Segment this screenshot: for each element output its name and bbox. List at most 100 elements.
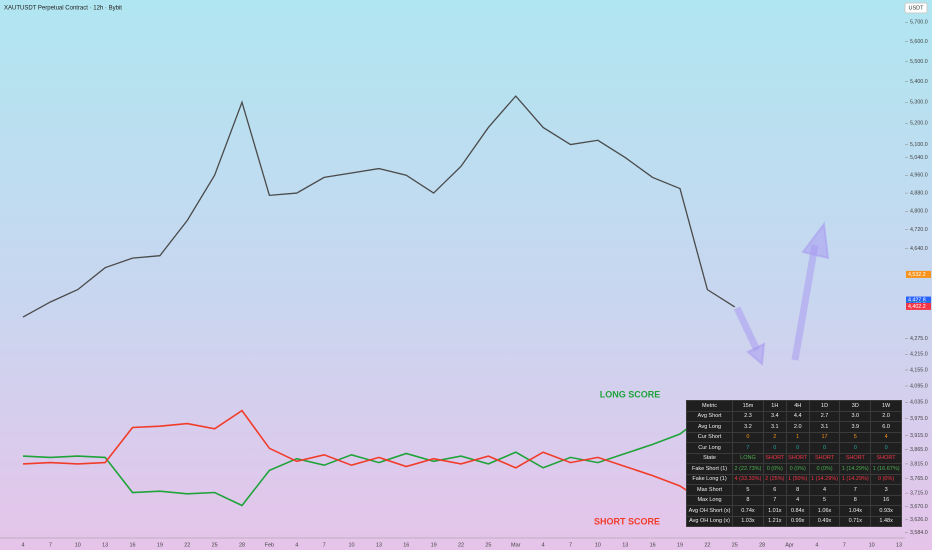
table-cell: Fake Long (1) <box>685 473 734 485</box>
table-cell: 7 <box>762 494 787 506</box>
table-cell: 3.1 <box>808 421 841 433</box>
table-cell: SHORT <box>839 452 872 464</box>
table-cell: Avg Short <box>685 410 734 422</box>
y-tick-label: 4,960.0 <box>910 173 928 179</box>
y-tick-label: 5,500.0 <box>910 59 928 65</box>
table-cell: 0.99x <box>785 515 810 527</box>
table-cell: 5 <box>732 484 764 496</box>
table-row: Avg Long 3.2 3.1 2.0 3.1 3.9 6.0 <box>685 421 902 433</box>
table-row: Cur Long 7 0 0 0 0 0 <box>685 442 902 454</box>
table-cell: 0.71x <box>839 515 872 527</box>
table-cell: 1W <box>870 400 902 412</box>
price-marker-label: 4,402.2 <box>908 304 926 310</box>
y-tick-label: 4,720.0 <box>910 227 928 233</box>
x-tick-label: 22 <box>184 542 190 548</box>
table-cell: 1 (14.29%) <box>839 463 872 475</box>
table-cell: 15m <box>732 400 764 412</box>
y-tick-label: 3,715.0 <box>910 491 928 497</box>
table-cell: 1 (14.29%) <box>839 473 872 485</box>
x-tick-label: 13 <box>896 542 902 548</box>
table-cell: 2 (22.73%) <box>732 463 764 475</box>
x-tick-label: 10 <box>348 542 354 548</box>
x-tick-label: 4 <box>542 542 545 548</box>
table-cell: 0.74x <box>732 505 764 517</box>
y-tick-label: 4,095.0 <box>910 383 928 389</box>
x-tick-label: 7 <box>49 542 52 548</box>
x-tick-label: 25 <box>732 542 738 548</box>
x-tick-label: 25 <box>212 542 218 548</box>
table-cell: Metric <box>685 400 734 412</box>
table-cell: 1 (50%) <box>785 473 810 485</box>
table-row: Max Long 8 7 4 5 8 16 <box>685 494 902 506</box>
table-cell: 0.84x <box>785 505 810 517</box>
table-row: Max Short 5 6 8 4 7 3 <box>685 484 902 496</box>
y-tick-label: 3,815.0 <box>910 461 928 467</box>
x-tick-label: 19 <box>157 542 163 548</box>
table-cell: SHORT <box>870 452 902 464</box>
table-cell: 8 <box>839 494 872 506</box>
x-tick-label: Apr <box>785 542 794 548</box>
series-line <box>22 409 735 506</box>
price-marker <box>906 296 931 304</box>
score-label: LONG SCORE <box>600 389 661 399</box>
y-tick-label: 4,275.0 <box>910 336 928 342</box>
table-cell: 1.48x <box>870 515 902 527</box>
table-cell: 0 (0%) <box>808 463 841 475</box>
price-marker <box>906 302 931 310</box>
y-tick-label: 3,584.0 <box>910 530 928 536</box>
x-tick-label: 4 <box>21 542 24 548</box>
table-cell: 8 <box>732 494 764 506</box>
table-cell: 0 (0%) <box>870 473 902 485</box>
x-tick-label: 7 <box>569 542 572 548</box>
table-cell: 1.01x <box>762 505 787 517</box>
table-cell: State <box>685 452 734 464</box>
table-cell: 3.4 <box>762 410 787 422</box>
y-tick-label: 4,035.0 <box>910 400 928 406</box>
x-tick-label: 7 <box>843 542 846 548</box>
table-cell: 7 <box>732 442 764 454</box>
table-row: Metric 15m 1H 4H 1D 3D 1W <box>685 400 902 412</box>
x-tick-label: 13 <box>102 542 108 548</box>
table-cell: SHORT <box>762 452 787 464</box>
table-cell: 0 <box>762 442 787 454</box>
y-tick-label: 5,600.0 <box>910 39 928 45</box>
y-tick-label: 5,040.0 <box>910 155 928 161</box>
x-tick-label: 10 <box>595 542 601 548</box>
price-marker <box>906 270 931 278</box>
x-tick-label: 10 <box>869 542 875 548</box>
y-tick-label: 3,670.0 <box>910 504 928 510</box>
chart-title: XAUTUSDT Perpetual Contract · 12h · Bybi… <box>4 6 122 12</box>
table-row: Cur Short 0 2 1 17 5 4 <box>685 431 902 443</box>
table-row: Fake Long (1) 4 (33.33%) 2 (25%) 1 (50%) 1 (… <box>685 473 902 485</box>
table-row: Avg OH Short (x) 0.74x 1.01x 0.84x 1.06x 1.04… <box>685 505 902 517</box>
table-cell: 0 <box>839 442 872 454</box>
y-tick-label: 4,640.0 <box>910 246 928 252</box>
table-cell: 0.93x <box>870 505 902 517</box>
table-cell: 1 (16.67%) <box>870 463 902 475</box>
stats-table: Metric 15m 1H 4H 1D 3D 1W Avg Short 2.3 3.4 4.4 2.7… <box>685 400 902 527</box>
table-cell: 5 <box>839 431 872 443</box>
table-row: Fake Short (1) 2 (22.73%) 0 (0%) 0 (0%) 0 (0… <box>685 463 902 475</box>
currency-box <box>904 2 928 14</box>
y-tick-label: 3,865.0 <box>910 447 928 453</box>
table-cell: 1.04x <box>839 505 872 517</box>
x-tick-label: 19 <box>431 542 437 548</box>
y-tick-label: 5,300.0 <box>910 100 928 106</box>
y-tick-label: 4,880.0 <box>910 190 928 196</box>
table-cell: 0.49x <box>808 515 841 527</box>
x-tick-label: Feb <box>265 542 274 548</box>
table-cell: 2 <box>762 431 787 443</box>
table-cell: 16 <box>870 494 902 506</box>
table-cell: 3.1 <box>762 421 787 433</box>
x-tick-label: 19 <box>677 542 683 548</box>
table-cell: 17 <box>808 431 841 443</box>
table-cell: 2.3 <box>732 410 764 422</box>
x-tick-label: 25 <box>485 542 491 548</box>
table-cell: Fake Short (1) <box>685 463 734 475</box>
table-cell: 1.06x <box>808 505 841 517</box>
table-cell: 1.03x <box>732 515 764 527</box>
table-cell: 0 (0%) <box>762 463 787 475</box>
y-tick-label: 4,215.0 <box>910 352 928 358</box>
x-tick-label: 13 <box>376 542 382 548</box>
